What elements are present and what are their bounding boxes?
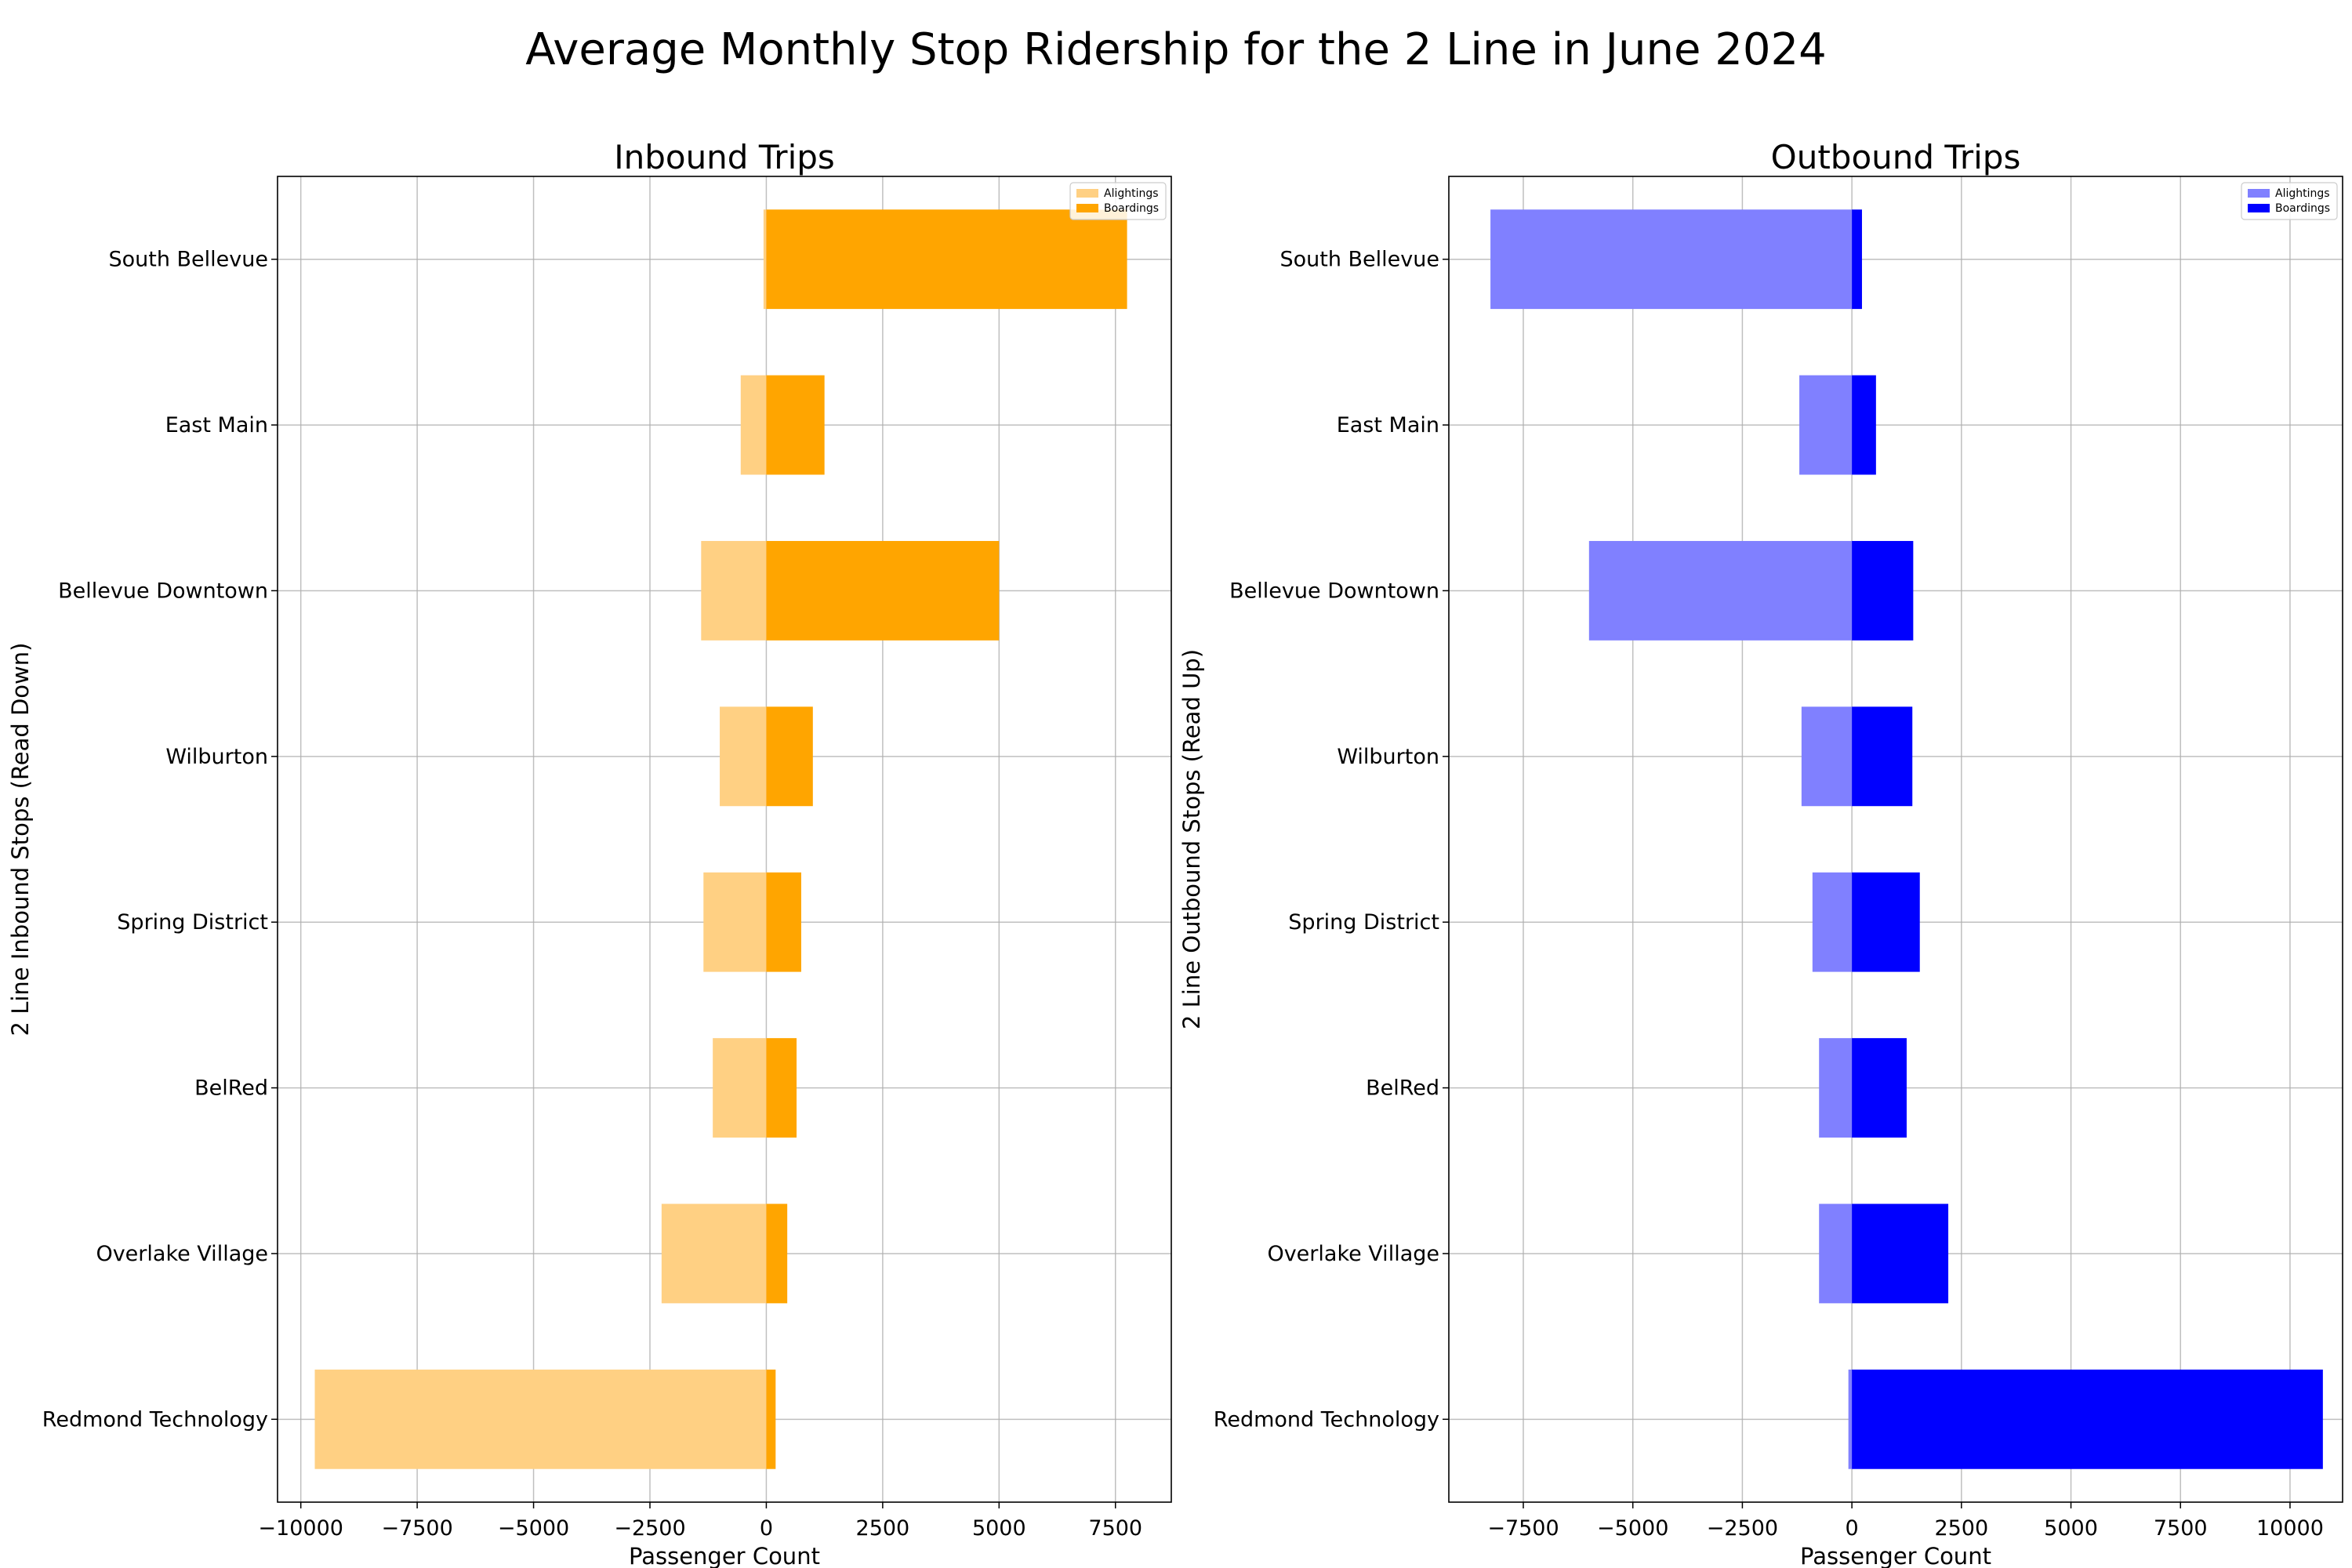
inbound-boardings-bar — [766, 209, 1127, 310]
inbound-chart-title: Inbound Trips — [614, 138, 835, 176]
y-axis-label: 2 Line Outbound Stops (Read Up) — [1178, 649, 1205, 1029]
inbound-alightings-bar — [703, 872, 767, 972]
legend-label: Boardings — [2275, 202, 2330, 215]
inbound-boardings-bar — [766, 541, 1000, 641]
y-tick-label: South Bellevue — [108, 248, 268, 272]
inbound-boardings-bar — [766, 706, 813, 807]
outbound-boardings-bar — [1852, 1203, 1949, 1304]
plot-frame — [1448, 176, 2343, 1503]
inbound-boardings-bar — [766, 1038, 797, 1138]
y-tick-label: Bellevue Downtown — [58, 579, 268, 603]
outbound-boardings-bar — [1852, 706, 1913, 807]
y-tick-label: East Main — [1337, 413, 1439, 437]
x-tick-label: 7500 — [2154, 1516, 2208, 1541]
legend: Alightings Boardings — [1069, 182, 1167, 220]
outbound-alightings-bar — [1819, 1203, 1853, 1304]
inbound-alightings-bar — [763, 209, 767, 310]
legend-swatch — [1076, 204, 1098, 212]
y-tick-label: BelRed — [194, 1076, 268, 1101]
x-tick-label: −7500 — [381, 1516, 452, 1541]
legend-swatch — [2248, 204, 2270, 212]
x-tick-label: −5000 — [498, 1516, 569, 1541]
x-tick-label: 2500 — [1934, 1516, 1988, 1541]
y-tick-label: East Main — [165, 413, 268, 437]
inbound-alightings-bar — [661, 1203, 767, 1304]
legend-swatch — [1076, 189, 1098, 198]
x-tick-label: 7500 — [1088, 1516, 1142, 1541]
y-tick-label: Spring District — [1288, 910, 1439, 935]
y-tick-label: Wilburton — [165, 745, 268, 769]
x-tick-label: 0 — [1846, 1516, 1859, 1541]
inbound-alightings-bar — [701, 541, 767, 641]
outbound-boardings-bar — [1852, 872, 1920, 972]
legend-label: Boardings — [1104, 202, 1159, 215]
outbound-alightings-bar — [1812, 872, 1853, 972]
outbound-alightings-bar — [1799, 375, 1853, 475]
legend-swatch — [2248, 189, 2270, 198]
x-tick-label: −7500 — [1487, 1516, 1559, 1541]
inbound-chart: South Bellevue East Main Bellevue Downtown… — [7, 138, 1172, 1568]
inbound-alightings-bar — [713, 1038, 767, 1138]
inbound-boardings-bar — [766, 1203, 788, 1304]
figure-title: Average Monthly Stop Ridership for the 2… — [525, 24, 1827, 75]
x-tick-label: −2500 — [1707, 1516, 1778, 1541]
outbound-chart-title: Outbound Trips — [1771, 138, 2021, 176]
inbound-boardings-bar — [766, 375, 825, 475]
y-tick-label: South Bellevue — [1279, 248, 1439, 272]
inbound-alightings-bar — [720, 706, 767, 807]
y-tick-label: BelRed — [1366, 1076, 1439, 1101]
y-tick-label: Redmond Technology — [42, 1407, 268, 1432]
x-tick-label: 10000 — [2256, 1516, 2324, 1541]
outbound-alightings-bar — [1848, 1369, 1853, 1469]
x-axis-label: Passenger Count — [1800, 1543, 1991, 1568]
outbound-boardings-bar — [1852, 209, 1862, 310]
outbound-alightings-bar — [1588, 541, 1853, 641]
outbound-alightings-bar — [1819, 1038, 1853, 1138]
y-tick-label: Redmond Technology — [1214, 1407, 1439, 1432]
x-tick-label: 5000 — [2044, 1516, 2098, 1541]
y-axis-label: 2 Line Inbound Stops (Read Down) — [7, 643, 34, 1036]
outbound-chart: South Bellevue East Main Bellevue Downtown… — [1178, 138, 2343, 1568]
y-tick-label: Bellevue Downtown — [1229, 579, 1439, 603]
inbound-boardings-bar — [766, 872, 801, 972]
y-tick-label: Spring District — [117, 910, 268, 935]
inbound-alightings-bar — [314, 1369, 767, 1469]
x-tick-label: −2500 — [614, 1516, 685, 1541]
legend: Alightings Boardings — [2241, 182, 2338, 220]
inbound-boardings-bar — [766, 1369, 776, 1469]
x-tick-label: −5000 — [1597, 1516, 1668, 1541]
outbound-boardings-bar — [1852, 1038, 1907, 1138]
x-tick-label: 0 — [760, 1516, 773, 1541]
inbound-alightings-bar — [740, 375, 767, 475]
outbound-boardings-bar — [1852, 541, 1914, 641]
legend-label: Alightings — [1104, 187, 1159, 200]
outbound-boardings-bar — [1852, 1369, 2323, 1469]
plot-frame — [277, 176, 1172, 1503]
y-tick-label: Overlake Village — [1267, 1242, 1439, 1266]
outbound-alightings-bar — [1801, 706, 1853, 807]
legend-label: Alightings — [2275, 187, 2330, 200]
y-tick-label: Overlake Village — [96, 1242, 268, 1266]
x-tick-label: −10000 — [258, 1516, 343, 1541]
x-tick-label: 2500 — [856, 1516, 910, 1541]
outbound-boardings-bar — [1852, 375, 1876, 475]
x-tick-label: 5000 — [972, 1516, 1026, 1541]
outbound-alightings-bar — [1490, 209, 1853, 310]
x-axis-label: Passenger Count — [629, 1543, 820, 1568]
y-tick-label: Wilburton — [1337, 745, 1439, 769]
